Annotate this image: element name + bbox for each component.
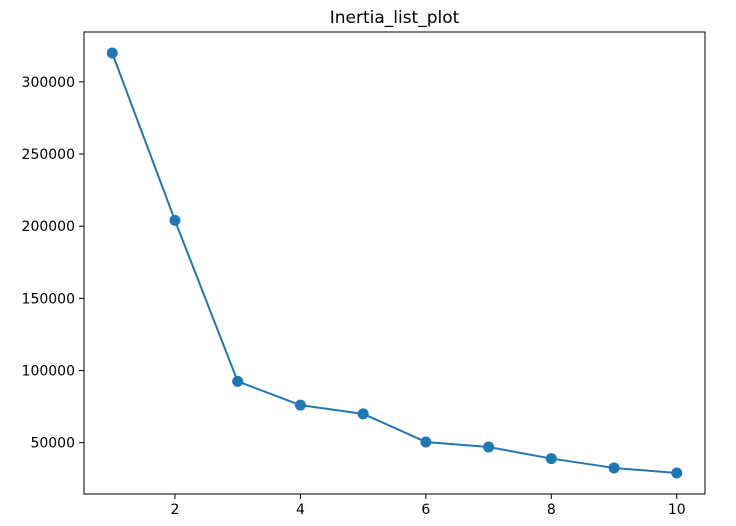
data-point (232, 375, 244, 387)
y-tick-label: 200000 (22, 219, 75, 235)
x-tick-label: 10 (668, 502, 686, 518)
data-point (545, 453, 557, 465)
series-line (111, 52, 677, 474)
data-point (608, 462, 620, 474)
data-point (671, 467, 683, 479)
data-point (483, 441, 495, 453)
y-tick-label: 50000 (30, 436, 75, 452)
y-tick-label: 250000 (22, 147, 75, 163)
chart-title: Inertia_list_plot (330, 8, 460, 28)
data-point (420, 436, 432, 448)
data-point (357, 408, 369, 420)
x-tick-label: 8 (547, 502, 556, 518)
y-axis: 50000 100000 150000 200000 250000 300000 (22, 75, 84, 452)
y-tick-label: 300000 (22, 75, 75, 91)
y-tick-label: 150000 (22, 291, 75, 307)
data-point (169, 214, 181, 226)
plot-area-frame (83, 31, 706, 495)
data-point (106, 47, 118, 59)
x-tick-label: 6 (421, 502, 430, 518)
y-tick-label: 100000 (22, 364, 75, 380)
series-layer (106, 47, 683, 479)
data-point (294, 399, 306, 411)
x-tick-label: 4 (296, 502, 305, 518)
x-tick-label: 2 (170, 502, 179, 518)
x-axis: 2 4 6 8 10 (170, 494, 686, 518)
